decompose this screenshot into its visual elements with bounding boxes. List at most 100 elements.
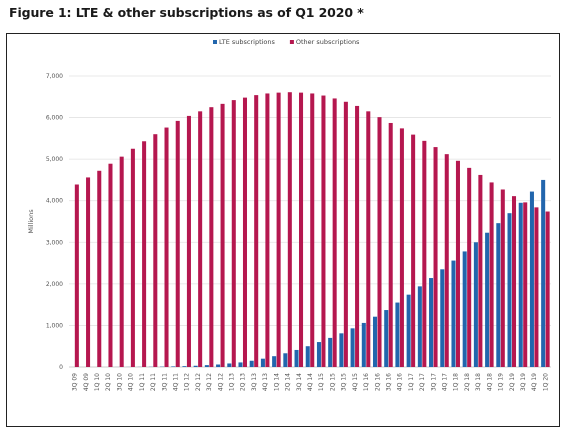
x-tick-label: 4Q 09 xyxy=(83,373,90,391)
other-bar xyxy=(108,163,113,367)
lte-bar xyxy=(541,179,546,367)
x-tick-label: 4Q 10 xyxy=(128,373,135,391)
lte-bar xyxy=(372,316,378,367)
lte-bar xyxy=(227,363,232,367)
other-bar xyxy=(332,98,337,367)
y-tick-label: 3,000 xyxy=(46,239,63,246)
x-tick-label: 4Q 11 xyxy=(172,373,179,391)
other-bar xyxy=(265,93,270,368)
other-bar xyxy=(500,189,505,367)
other-bar xyxy=(343,101,348,367)
other-bar xyxy=(276,92,281,367)
other-bar xyxy=(74,184,79,367)
legend-swatch-lte xyxy=(213,40,217,44)
other-bar xyxy=(355,105,360,367)
other-bar xyxy=(186,115,191,367)
x-tick-label: 2Q 11 xyxy=(150,373,157,391)
other-bar xyxy=(242,97,248,368)
chart: 0 1,000 2,000 3,000 4,000 5,000 6,000 7,000 Mill… xyxy=(27,38,551,391)
lte-bar xyxy=(305,346,310,367)
x-tick-label: 1Q 16 xyxy=(363,373,370,391)
bars xyxy=(74,92,550,368)
other-bar xyxy=(388,122,393,368)
other-bar xyxy=(164,127,169,367)
lte-bar xyxy=(272,356,277,367)
other-bar xyxy=(130,148,135,367)
x-tick-label: 1Q 20 xyxy=(542,373,549,391)
lte-bar xyxy=(395,302,400,367)
y-tick-label: 4,000 xyxy=(46,198,63,205)
x-tick-label: 2Q 17 xyxy=(419,373,426,391)
y-tick-label: 7,000 xyxy=(46,73,63,80)
x-tick-label: 1Q 19 xyxy=(498,373,505,391)
x-tick-label: 3Q 09 xyxy=(72,373,79,391)
x-tick-label: 4Q 15 xyxy=(352,373,359,391)
x-tick-label: 1Q 15 xyxy=(318,373,325,391)
chart-frame: 0 1,000 2,000 3,000 4,000 5,000 6,000 7,000 Mill… xyxy=(6,33,560,427)
x-tick-label: 2Q 15 xyxy=(329,373,336,391)
x-tick-label: 3Q 11 xyxy=(161,373,168,391)
other-bar xyxy=(489,182,494,367)
lte-bar xyxy=(182,366,187,367)
other-bar xyxy=(119,156,124,367)
x-tick-label: 4Q 19 xyxy=(531,373,538,391)
other-bar xyxy=(444,154,449,367)
other-bar xyxy=(209,107,214,367)
x-tick-label: 3Q 14 xyxy=(296,373,303,391)
lte-bar xyxy=(204,365,209,367)
other-bar xyxy=(478,174,483,367)
lte-bar xyxy=(339,333,344,367)
x-tick-label: 2Q 12 xyxy=(195,373,202,391)
x-tick-label: 1Q 17 xyxy=(408,373,415,391)
x-tick-label: 1Q 11 xyxy=(139,373,146,391)
other-bar xyxy=(467,167,472,367)
lte-bar xyxy=(171,366,176,367)
x-tick-label: 1Q 10 xyxy=(94,373,101,391)
lte-bar xyxy=(283,353,288,367)
y-axis-title: Millions xyxy=(27,209,35,234)
x-tick-label: 3Q 17 xyxy=(430,373,437,391)
lte-bar xyxy=(350,328,355,367)
axes: 0 1,000 2,000 3,000 4,000 5,000 6,000 7,000 Mill… xyxy=(27,73,549,391)
lte-bar xyxy=(485,232,490,367)
x-tick-label: 3Q 18 xyxy=(475,373,482,391)
other-bar xyxy=(97,170,102,367)
x-tick-label: 2Q 13 xyxy=(240,373,247,391)
y-tick-label: 6,000 xyxy=(46,115,63,122)
lte-bar xyxy=(518,202,523,367)
lte-bar xyxy=(193,365,198,367)
other-bar xyxy=(220,103,225,368)
lte-bar xyxy=(216,364,221,367)
lte-bar xyxy=(361,322,366,367)
lte-bar xyxy=(440,269,445,367)
other-bar xyxy=(86,177,91,367)
other-bar xyxy=(175,120,180,367)
other-bar xyxy=(310,93,315,368)
other-bar xyxy=(142,141,147,367)
y-tick-label: 2,000 xyxy=(46,281,63,288)
y-tick-label: 1,000 xyxy=(46,322,63,329)
lte-bar xyxy=(417,286,422,367)
x-tick-label: 3Q 13 xyxy=(251,373,258,391)
x-tick-label: 1Q 14 xyxy=(273,373,280,391)
other-bar xyxy=(366,111,371,367)
other-bar xyxy=(399,128,404,367)
y-tick-label: 5,000 xyxy=(46,156,63,163)
other-bar xyxy=(511,196,517,367)
x-tick-label: 3Q 16 xyxy=(385,373,392,391)
other-bar xyxy=(422,140,427,367)
lte-bar xyxy=(529,191,534,367)
lte-bar xyxy=(249,360,254,367)
lte-bar xyxy=(507,213,512,367)
x-tick-label: 1Q 12 xyxy=(184,373,191,391)
legend: LTE subscriptions Other subscriptions xyxy=(213,38,360,46)
x-tick-label: 4Q 13 xyxy=(262,373,269,391)
other-bar xyxy=(321,95,326,367)
lte-bar xyxy=(451,260,456,367)
x-tick-label: 4Q 17 xyxy=(442,373,449,391)
other-bar xyxy=(231,100,236,368)
other-bar xyxy=(411,134,416,367)
other-bar xyxy=(198,111,203,367)
x-tick-label: 4Q 12 xyxy=(217,373,224,391)
lte-bar xyxy=(238,362,243,367)
